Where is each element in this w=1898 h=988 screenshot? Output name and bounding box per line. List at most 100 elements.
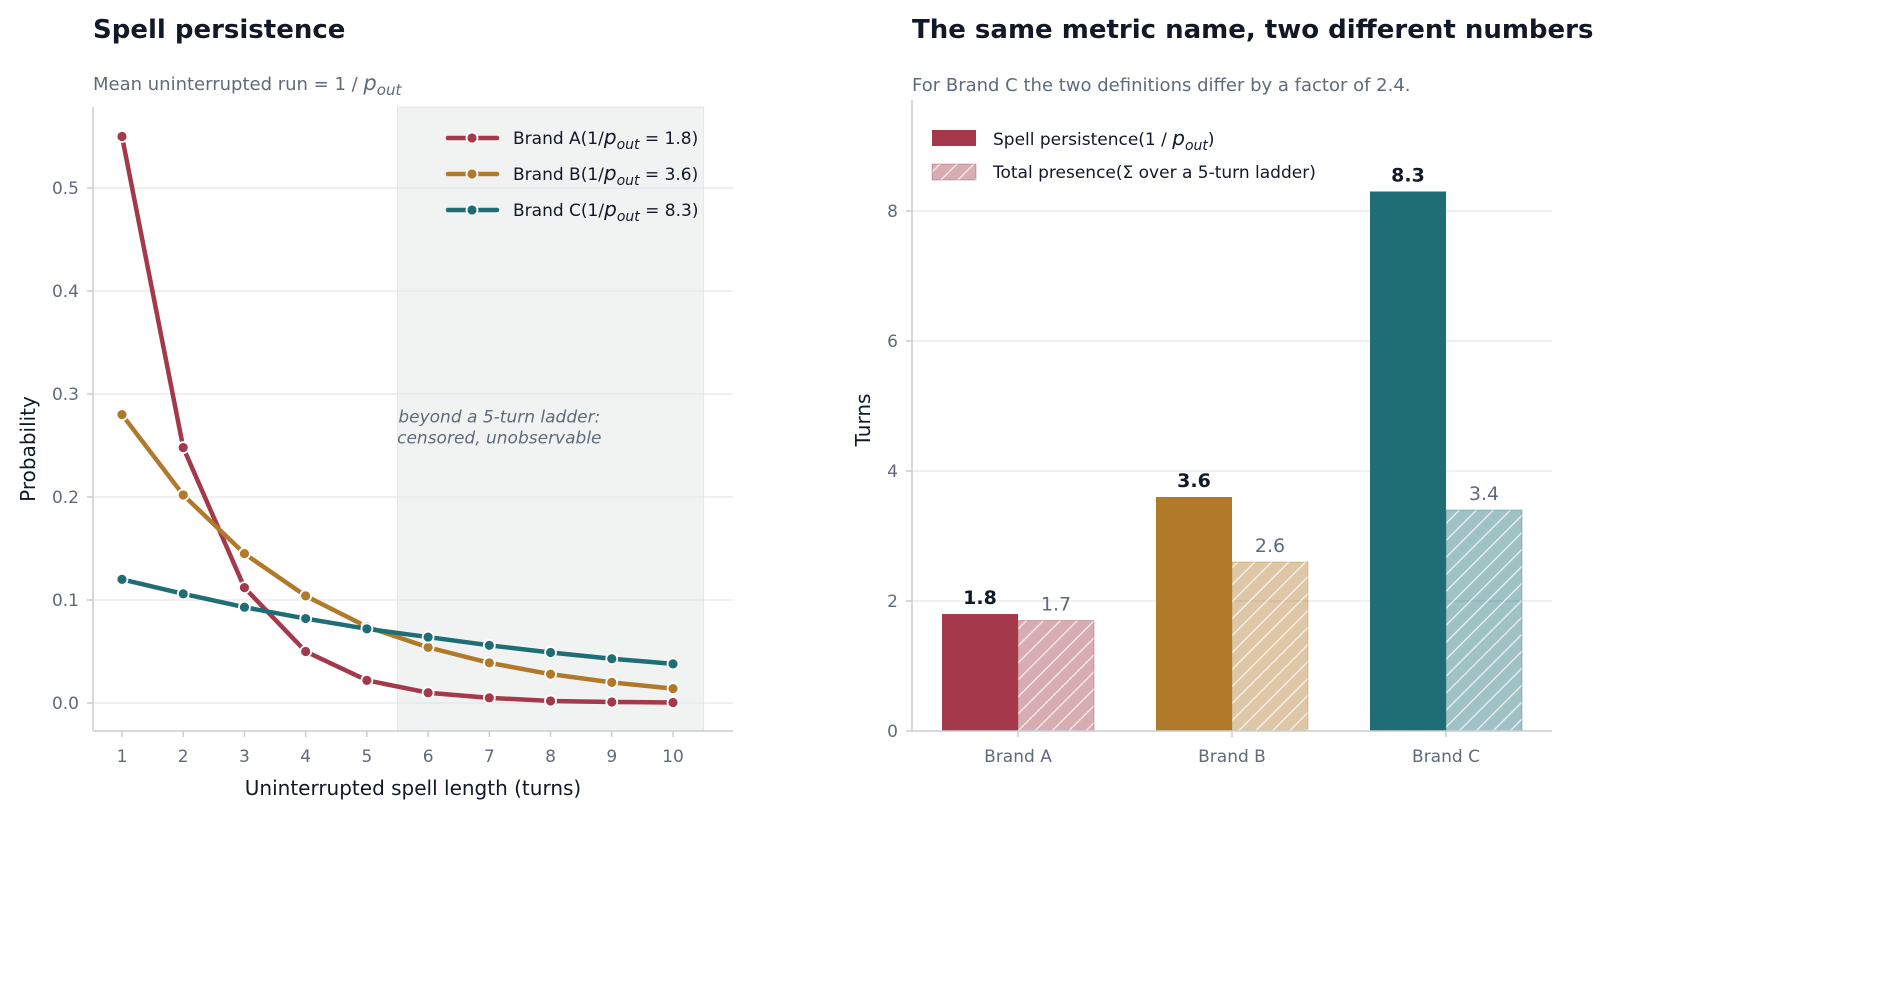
legend-label-prefix: (1/ bbox=[581, 129, 604, 149]
bar-total-presence bbox=[1445, 509, 1523, 732]
legend-series-name: Brand A bbox=[513, 129, 581, 149]
bar-group-brand-a: 1.8 1.7 Brand A bbox=[942, 587, 1095, 767]
data-point bbox=[299, 589, 313, 603]
series-line bbox=[119, 577, 676, 667]
data-point bbox=[238, 581, 251, 595]
data-point bbox=[176, 441, 190, 454]
data-point bbox=[115, 408, 129, 422]
legend-label-variable: p bbox=[603, 125, 617, 149]
data-point bbox=[115, 130, 129, 143]
annotation-line: censored, unobservable bbox=[397, 429, 601, 449]
subtitle-variable: p bbox=[362, 71, 376, 95]
subtitle-subscript: out bbox=[377, 81, 403, 99]
legend-entry: Spell persistence(1 / pout) bbox=[993, 126, 1215, 154]
legend-swatch-marker bbox=[465, 131, 479, 145]
data-point bbox=[299, 612, 313, 625]
bar-spell-persistence bbox=[1156, 497, 1232, 731]
x-tick-label: 3 bbox=[239, 747, 250, 767]
x-tick-label: 4 bbox=[300, 747, 311, 767]
x-tick-label: 9 bbox=[606, 747, 617, 767]
series-brand-c bbox=[115, 573, 680, 671]
legend-series-name: Total presence bbox=[992, 163, 1116, 183]
data-point bbox=[544, 646, 557, 659]
x-tick-label: 6 bbox=[423, 747, 434, 767]
data-point bbox=[421, 630, 435, 644]
bar-chart-subtitle: For Brand C the two definitions differ b… bbox=[912, 75, 1411, 96]
x-tick-label: 10 bbox=[662, 747, 684, 767]
data-label-spell-persistence: 3.6 bbox=[1177, 470, 1211, 492]
data-point bbox=[605, 695, 619, 709]
line-chart-legend: Brand A(1/pout = 1.8)Brand B(1/pout = 3.… bbox=[445, 125, 698, 225]
legend-entry: Brand A(1/pout = 1.8) bbox=[513, 125, 698, 153]
y-tick-label: 8 bbox=[887, 202, 898, 222]
legend-label-prefix: (1 / bbox=[1138, 130, 1172, 150]
data-label-spell-persistence: 8.3 bbox=[1391, 165, 1425, 187]
data-point bbox=[238, 547, 251, 561]
data-point bbox=[544, 667, 557, 681]
y-tick-label: 2 bbox=[887, 592, 898, 612]
x-tick-label: Brand A bbox=[984, 747, 1052, 767]
y-axis-label: Probability bbox=[16, 396, 40, 502]
legend-label-suffix: (Σ over a 5-turn ladder) bbox=[1116, 163, 1316, 183]
data-point bbox=[666, 682, 680, 695]
y-tick-label: 6 bbox=[887, 332, 898, 352]
data-label-total-presence: 3.4 bbox=[1469, 483, 1499, 505]
x-tick-label: 7 bbox=[484, 747, 495, 767]
data-label-total-presence: 1.7 bbox=[1041, 594, 1071, 616]
line-chart-title: Spell persistence bbox=[93, 15, 345, 45]
legend-entry: Brand C(1/pout = 8.3) bbox=[513, 197, 698, 225]
legend-swatch-solid bbox=[932, 130, 976, 146]
data-point bbox=[238, 600, 251, 614]
y-tick-label: 0.1 bbox=[52, 591, 79, 611]
x-tick-label: 8 bbox=[545, 747, 556, 767]
line-chart: Spell persistence Mean uninterrupted run … bbox=[16, 15, 733, 800]
data-point bbox=[421, 640, 435, 654]
data-point bbox=[299, 645, 313, 658]
x-tick-label: Brand B bbox=[1198, 747, 1266, 767]
y-tick-label: 0.5 bbox=[52, 179, 79, 199]
legend-series-name: Brand B bbox=[513, 165, 581, 185]
legend-label-subscript: out bbox=[617, 137, 640, 153]
legend-swatch-hatched bbox=[931, 163, 977, 181]
legend-label-suffix: = 8.3) bbox=[640, 201, 699, 221]
y-tick-label: 0.4 bbox=[52, 282, 79, 302]
bar-total-presence bbox=[1017, 620, 1095, 732]
legend-swatch-marker bbox=[465, 203, 479, 217]
y-tick-label: 0.2 bbox=[52, 488, 79, 508]
data-point bbox=[482, 638, 496, 652]
data-point bbox=[360, 673, 374, 687]
bar-spell-persistence bbox=[942, 614, 1018, 731]
legend-label-subscript: out bbox=[617, 173, 640, 189]
annotation-line: beyond a 5-turn ladder: bbox=[398, 408, 600, 428]
legend-label-suffix: ) bbox=[1208, 130, 1215, 150]
bar-spell-persistence bbox=[1370, 191, 1446, 731]
subtitle-text: Mean uninterrupted run = 1 / bbox=[93, 74, 363, 95]
x-tick-label: Brand C bbox=[1412, 747, 1480, 767]
legend-entry: Total presence(Σ over a 5-turn ladder) bbox=[992, 163, 1316, 183]
y-tick-label: 0 bbox=[887, 722, 898, 742]
legend-label-suffix: = 1.8) bbox=[640, 129, 699, 149]
data-point bbox=[176, 587, 190, 601]
x-axis-label: Uninterrupted spell length (turns) bbox=[245, 776, 581, 800]
bar-chart-legend: Spell persistence(1 / pout) Total presenc… bbox=[931, 126, 1316, 183]
y-tick-label: 0.0 bbox=[52, 694, 79, 714]
data-point bbox=[360, 622, 374, 636]
legend-label-variable: p bbox=[603, 197, 617, 221]
legend-swatch-marker bbox=[465, 167, 479, 181]
legend-entry: Brand B(1/pout = 3.6) bbox=[513, 161, 698, 189]
data-point bbox=[666, 657, 680, 671]
y-axis-label: Turns bbox=[851, 394, 875, 448]
series-line bbox=[119, 412, 676, 691]
data-point bbox=[544, 694, 557, 708]
bar-chart-title: The same metric name, two different numb… bbox=[912, 15, 1593, 45]
legend-series-name: Brand C bbox=[513, 201, 581, 221]
legend-label-variable: p bbox=[603, 161, 617, 185]
data-point bbox=[605, 676, 619, 689]
bar-group-brand-c: 8.3 3.4 Brand C bbox=[1370, 165, 1523, 767]
legend-label-variable: p bbox=[1171, 126, 1185, 150]
legend-series-name: Spell persistence bbox=[993, 130, 1138, 150]
bar-total-presence bbox=[1231, 561, 1309, 732]
legend-label-suffix: = 3.6) bbox=[640, 165, 699, 185]
bar-group-brand-b: 3.6 2.6 Brand B bbox=[1156, 470, 1309, 767]
